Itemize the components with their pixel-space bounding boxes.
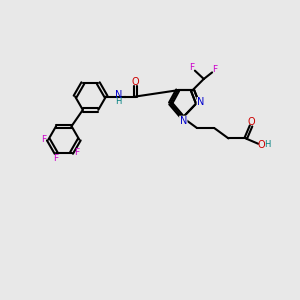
Text: N: N [115, 90, 122, 100]
Text: N: N [197, 98, 205, 107]
Text: F: F [53, 154, 58, 163]
Text: O: O [248, 117, 256, 127]
Text: F: F [41, 135, 46, 144]
Text: O: O [132, 77, 140, 87]
Text: N: N [180, 116, 187, 126]
Text: F: F [212, 65, 218, 74]
Text: O: O [258, 140, 266, 150]
Text: F: F [74, 148, 79, 158]
Text: F: F [189, 63, 194, 72]
Text: H: H [265, 140, 271, 149]
Text: H: H [116, 97, 122, 106]
